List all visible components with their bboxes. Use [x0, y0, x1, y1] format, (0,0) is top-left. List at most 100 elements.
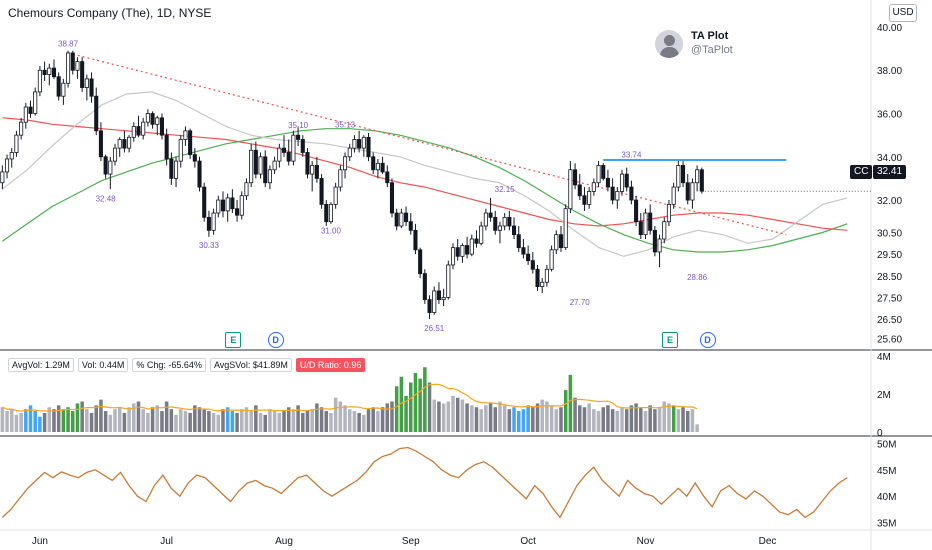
up-down-ratio-badge: U/D Ratio: 0.96	[295, 358, 366, 372]
candle-body	[371, 156, 376, 171]
earnings-marker[interactable]: E	[225, 332, 242, 348]
volume-bar	[66, 407, 70, 432]
dividend-marker[interactable]: D	[267, 332, 284, 348]
candle-body	[422, 273, 427, 300]
percent-change-badge: % Chg: -65.64%	[132, 358, 206, 372]
candle-body	[51, 67, 57, 78]
volume-bar	[465, 403, 469, 432]
volume-bar	[160, 411, 164, 432]
dividend-marker[interactable]: D	[699, 332, 716, 348]
candle-body	[676, 165, 681, 188]
volume-bar	[178, 409, 183, 432]
candle-body	[394, 212, 399, 227]
volume-bar	[460, 399, 465, 432]
avg-volume-badge: AvgVol: 1.29M	[8, 358, 74, 372]
candle-body	[634, 199, 639, 223]
volume-bar	[568, 374, 573, 432]
candle-body	[596, 165, 601, 184]
volume-bar	[493, 407, 498, 432]
candle-body	[366, 136, 371, 158]
volume-bar	[296, 405, 300, 432]
candle-body	[680, 165, 686, 184]
candle-body	[699, 169, 704, 192]
volume-bar	[61, 409, 66, 432]
candle-body	[164, 134, 169, 160]
candle-body	[277, 147, 282, 162]
volume-bar	[14, 414, 19, 432]
avg-dollar-volume-badge: AvgSVol: $41.89M	[209, 358, 292, 372]
candle-body	[657, 238, 662, 253]
volume-bar	[554, 409, 559, 432]
candle-body	[352, 139, 357, 149]
candle-body	[230, 197, 235, 210]
volume-bar	[582, 407, 587, 432]
price-annotation: 33.74	[621, 150, 642, 159]
volume-bar	[272, 411, 277, 432]
volume-bar	[610, 409, 615, 432]
volume-bar	[240, 409, 244, 432]
volume-bar	[85, 409, 89, 432]
candle-body	[300, 139, 305, 153]
oscillator-axis-tick: 35M	[877, 519, 896, 530]
candle-body	[408, 221, 413, 231]
volume-bar	[451, 395, 455, 432]
candle-body	[479, 225, 484, 244]
candle-body	[155, 117, 160, 125]
volume-bar	[329, 412, 333, 432]
candle-body	[291, 134, 296, 162]
oscillator-line	[1, 446, 848, 519]
candle-body	[305, 152, 310, 175]
candle-body	[281, 147, 287, 153]
price-axis-tick: 28.50	[877, 272, 902, 283]
candle-body	[188, 130, 193, 156]
volume-bar	[545, 401, 549, 432]
candle-body	[432, 290, 437, 313]
candle-body	[183, 130, 188, 140]
candle-body	[427, 299, 432, 313]
volume-bar	[423, 367, 427, 432]
avatar	[655, 30, 683, 58]
candle-body	[28, 106, 33, 114]
volume-bar	[263, 414, 267, 432]
volume-bar	[103, 411, 108, 432]
candle-body	[568, 169, 573, 210]
volume-bar	[19, 412, 23, 432]
candle-body	[122, 139, 127, 149]
candle-body	[558, 234, 564, 249]
candle-body	[173, 160, 179, 179]
volume-bar	[648, 405, 652, 432]
price-annotation: 35.13	[335, 120, 356, 129]
volume-bar	[324, 411, 329, 432]
brand-name: TA Plot	[691, 30, 729, 42]
candle-body	[544, 268, 549, 283]
candle-body	[652, 229, 657, 253]
price-annotation: 26.51	[424, 324, 445, 333]
volume-bar	[164, 401, 169, 432]
price-axis-tick: 38.00	[877, 66, 902, 77]
candle-body	[66, 52, 71, 84]
price-annotation: 28.86	[687, 273, 708, 282]
volume-bar	[225, 407, 230, 432]
volume-bar	[169, 409, 174, 432]
volume-bar	[516, 411, 521, 432]
price-axis-tick: 25.60	[877, 335, 902, 346]
volume-average-line	[2, 383, 698, 412]
volume-bar	[601, 407, 605, 432]
volume-bar	[310, 409, 314, 432]
candle-body	[127, 136, 132, 149]
candle-body	[591, 182, 596, 192]
volume-bar	[305, 411, 310, 432]
volume-bar	[685, 411, 690, 432]
candle-body	[549, 249, 554, 270]
currency-button[interactable]: USD	[889, 4, 917, 22]
candle-body	[450, 247, 456, 266]
volume-bar	[540, 399, 544, 432]
candle-body	[150, 113, 155, 125]
time-axis-label: Nov	[637, 536, 655, 547]
earnings-marker[interactable]: E	[661, 332, 678, 348]
volume-bar	[390, 401, 394, 432]
volume-bar	[512, 407, 516, 432]
candle-body	[131, 126, 136, 138]
price-annotation: 32.15	[495, 185, 516, 194]
